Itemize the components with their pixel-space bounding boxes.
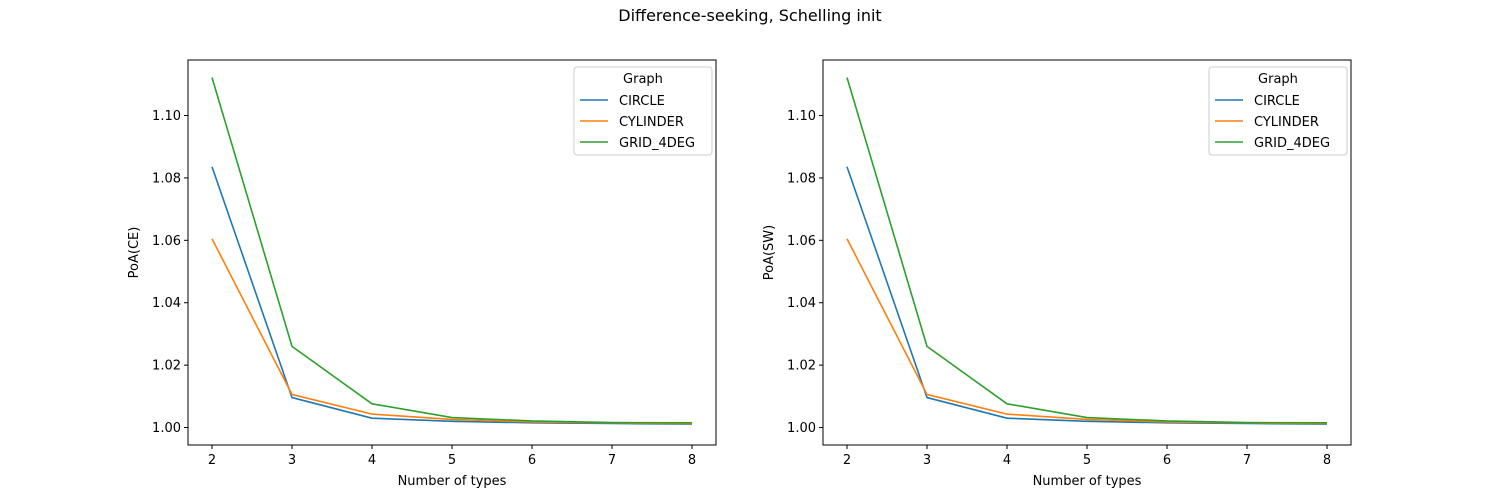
y-tick-label: 1.08	[787, 171, 816, 186]
y-tick-label: 1.00	[152, 421, 181, 436]
x-tick-label: 4	[1003, 453, 1011, 468]
legend-entry-label: CIRCLE	[1254, 94, 1300, 109]
series-line-circle	[211, 166, 693, 425]
x-tick-label: 8	[688, 453, 696, 468]
y-axis-label: PoA(CE)	[127, 227, 142, 279]
legend-title: Graph	[623, 72, 663, 87]
legend: Graph CIRCLE CYLINDER GRID_4DEG	[1208, 66, 1348, 156]
legend: Graph CIRCLE CYLINDER GRID_4DEG	[573, 66, 713, 156]
subplot-right: 2 3 4 5 6 7 8 1.00 1.02 1.04 1.06 1.08 1.10 Number of…	[762, 59, 1352, 489]
figure-title: Difference-seeking, Schelling init	[618, 6, 882, 25]
y-tick-label: 1.02	[787, 359, 816, 374]
series-line-grid-4deg	[846, 77, 1328, 424]
series-line-circle	[846, 166, 1328, 425]
x-tick-label: 3	[923, 453, 931, 468]
x-tick-label: 6	[1163, 453, 1171, 468]
y-tick-label: 1.04	[152, 296, 181, 311]
series-line-cylinder	[846, 238, 1328, 425]
subplot-left: 2 3 4 5 6 7 8 1.00 1.02 1.04 1.06 1.08 1.10 Number of…	[127, 59, 717, 489]
legend-entry-label: GRID_4DEG	[619, 136, 695, 151]
legend-entry-label: CYLINDER	[1254, 115, 1319, 130]
y-tick-label: 1.04	[787, 296, 816, 311]
x-tick-label: 7	[608, 453, 616, 468]
x-tick-label: 5	[1083, 453, 1091, 468]
x-tick-label: 7	[1243, 453, 1251, 468]
x-tick-label: 5	[448, 453, 456, 468]
y-tick-label: 1.10	[152, 109, 181, 124]
x-tick-label: 2	[843, 453, 851, 468]
y-axis-label: PoA(SW)	[762, 225, 777, 280]
x-tick-label: 6	[528, 453, 536, 468]
legend-box	[1208, 66, 1348, 156]
legend-entry-label: CIRCLE	[619, 94, 665, 109]
legend-title: Graph	[1258, 72, 1298, 87]
x-tick-label: 4	[368, 453, 376, 468]
y-tick-label: 1.10	[787, 109, 816, 124]
x-tick-label: 2	[208, 453, 216, 468]
legend-entry-label: GRID_4DEG	[1254, 136, 1330, 151]
x-axis-label: Number of types	[398, 474, 507, 489]
y-tick-label: 1.02	[152, 359, 181, 374]
y-tick-label: 1.00	[787, 421, 816, 436]
x-axis-label: Number of types	[1033, 474, 1142, 489]
x-tick-label: 8	[1323, 453, 1331, 468]
series-line-cylinder	[211, 238, 693, 425]
y-tick-label: 1.08	[152, 171, 181, 186]
x-tick-label: 3	[288, 453, 296, 468]
legend-entry-label: CYLINDER	[619, 115, 684, 130]
series-line-grid-4deg	[211, 77, 693, 424]
legend-box	[573, 66, 713, 156]
y-tick-label: 1.06	[787, 234, 816, 249]
y-tick-label: 1.06	[152, 234, 181, 249]
